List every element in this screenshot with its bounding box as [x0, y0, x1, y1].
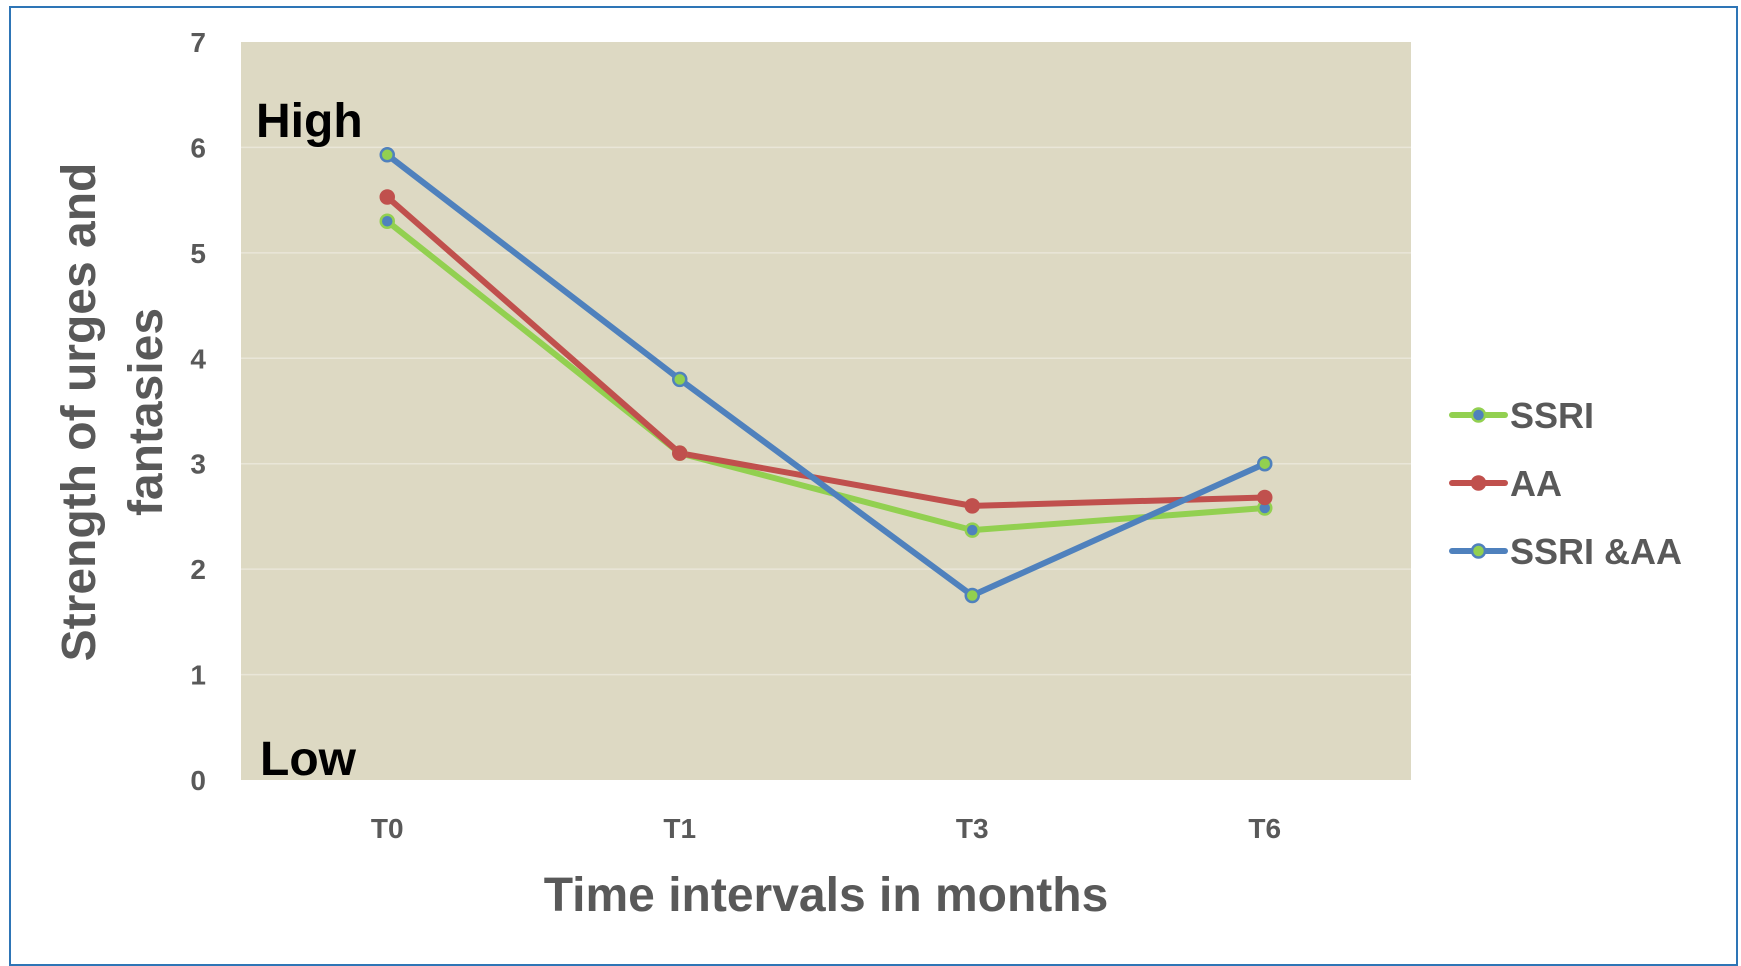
gridlines [241, 146, 1411, 676]
y-tick-label: 3 [190, 449, 206, 480]
y-tick-label: 7 [190, 27, 206, 58]
y-tick-label: 0 [190, 765, 206, 796]
series-markers [379, 147, 1273, 604]
y-axis-title: Strength of urges and fantasies [53, 163, 173, 662]
x-axis-ticks: T0 T1 T3 T6 [371, 813, 1281, 844]
x-tick-label: T1 [663, 813, 696, 844]
legend-swatch-marker [1470, 543, 1487, 559]
y-tick-label: 4 [190, 343, 206, 374]
x-tick-label: T0 [371, 813, 404, 844]
y-axis-ticks: 0 1 2 3 4 5 6 7 [190, 27, 206, 796]
y-tick-label: 2 [190, 554, 206, 585]
legend-label: SSRI &AA [1510, 531, 1682, 572]
series-line [384, 151, 1268, 599]
legend-label: SSRI [1510, 395, 1594, 436]
legend: SSRI AA SSRI &AA [1449, 395, 1682, 572]
annotation-low: Low [260, 733, 357, 786]
data-point [379, 213, 395, 229]
legend-label: AA [1510, 463, 1562, 504]
series-line [384, 193, 1268, 509]
data-point [964, 522, 980, 538]
data-point [964, 498, 980, 514]
x-tick-label: T3 [956, 813, 989, 844]
legend-swatch-marker [1470, 407, 1487, 423]
data-point [1257, 489, 1273, 506]
series-line [384, 218, 1268, 534]
legend-swatch-marker [1470, 475, 1487, 491]
data-point [964, 587, 980, 604]
data-point [672, 371, 688, 388]
y-axis-title-line-1: Strength of urges and [53, 163, 106, 662]
data-point [379, 189, 395, 205]
annotation-high: High [256, 95, 363, 148]
x-tick-label: T6 [1248, 813, 1281, 844]
data-point [1257, 455, 1273, 472]
y-tick-label: 6 [190, 132, 206, 163]
plot-area [241, 42, 1411, 780]
x-axis-title: Time intervals in months [544, 869, 1109, 922]
y-tick-label: 5 [190, 238, 206, 269]
data-point [379, 147, 395, 163]
y-axis-title-line-2: fantasies [120, 308, 173, 516]
series-lines [384, 151, 1268, 599]
y-tick-label: 1 [190, 660, 206, 691]
data-point [672, 445, 688, 461]
